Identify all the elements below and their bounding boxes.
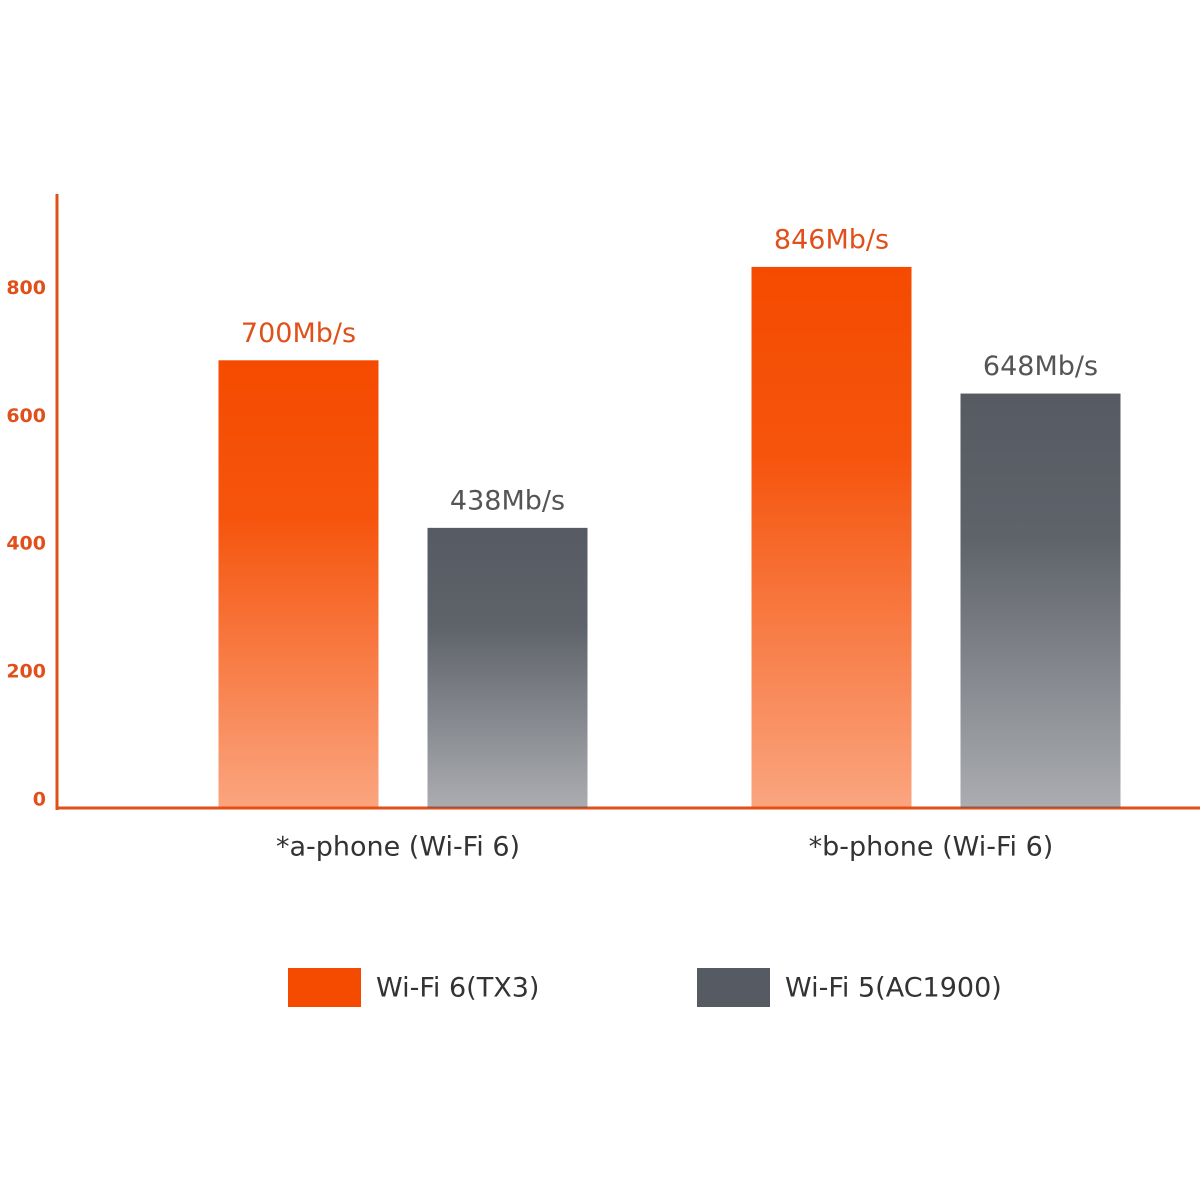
bar — [751, 266, 912, 809]
value-label: 648Mb/s — [983, 351, 1098, 382]
legend-swatch — [697, 968, 770, 1007]
y-tick-label: 200 — [6, 661, 46, 683]
legend-label: Wi-Fi 5(AC1900) — [785, 973, 1002, 1004]
x-tick-label: *a-phone (Wi-Fi 6) — [276, 832, 520, 863]
y-tick-label: 800 — [6, 277, 46, 299]
bar — [218, 360, 379, 808]
legend-label: Wi-Fi 6(TX3) — [376, 973, 539, 1004]
bar — [427, 527, 588, 808]
y-tick-label: 600 — [6, 405, 46, 427]
value-label: 700Mb/s — [241, 318, 356, 349]
value-label: 846Mb/s — [774, 224, 889, 255]
y-tick-label: 0 — [33, 789, 46, 811]
bar — [960, 393, 1121, 808]
x-tick-label: *b-phone (Wi-Fi 6) — [809, 832, 1054, 863]
value-label: 438Mb/s — [450, 485, 565, 516]
y-tick-label: 400 — [6, 533, 46, 555]
legend-swatch — [288, 968, 361, 1007]
